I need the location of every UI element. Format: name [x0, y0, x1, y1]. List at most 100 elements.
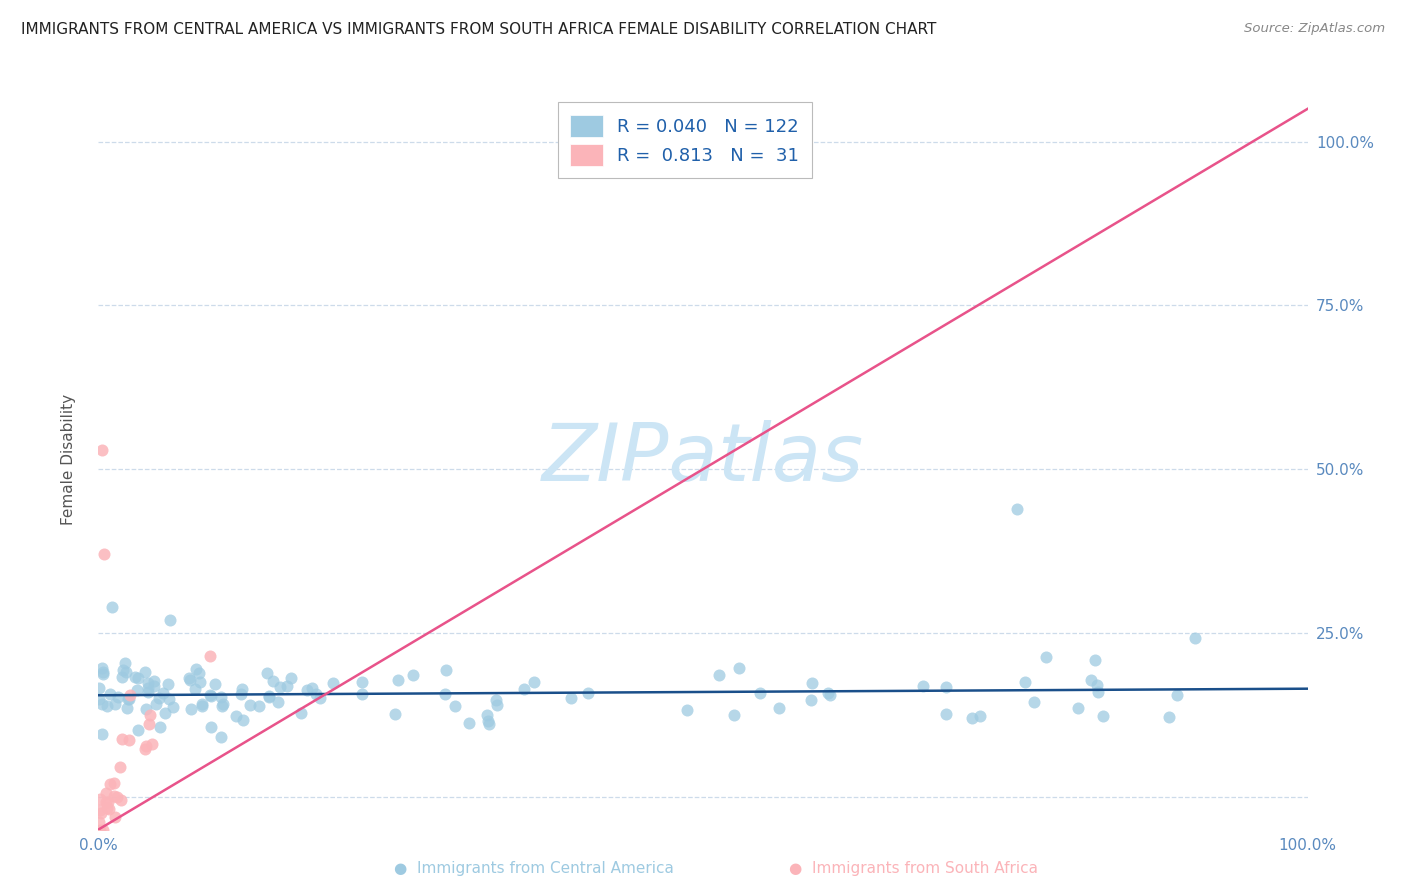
Text: Source: ZipAtlas.com: Source: ZipAtlas.com — [1244, 22, 1385, 36]
Point — [434, 663, 457, 677]
Point — [89, 791, 111, 805]
Point — [560, 690, 582, 705]
Point — [475, 707, 498, 722]
Point — [138, 716, 160, 731]
Point — [120, 688, 142, 702]
Point — [225, 709, 247, 723]
Point — [387, 673, 409, 687]
Point — [301, 681, 323, 696]
Point — [1166, 688, 1188, 702]
Point — [457, 715, 479, 730]
Point — [141, 737, 163, 751]
Point — [111, 670, 134, 684]
Point — [1007, 501, 1029, 516]
Point — [136, 675, 159, 690]
Point — [1067, 700, 1090, 714]
Point — [183, 682, 205, 697]
Point — [96, 801, 118, 815]
Point — [212, 698, 235, 712]
Point — [108, 760, 131, 774]
Point — [142, 674, 165, 689]
Point — [118, 733, 141, 747]
Point — [231, 681, 253, 696]
Point — [444, 699, 467, 714]
Point — [93, 548, 115, 562]
Point — [707, 668, 730, 682]
Point — [198, 648, 221, 663]
Point — [256, 666, 278, 681]
Point — [187, 666, 209, 681]
Point — [817, 686, 839, 700]
Point — [90, 698, 112, 712]
Point — [818, 688, 841, 702]
Point — [576, 686, 599, 700]
Point — [135, 739, 157, 753]
Point — [433, 687, 456, 701]
Point — [98, 687, 121, 701]
Point — [350, 687, 373, 701]
Point — [960, 711, 983, 725]
Point — [188, 674, 211, 689]
Point — [87, 692, 110, 706]
Point — [280, 671, 302, 685]
Point — [96, 699, 118, 714]
Point — [200, 720, 222, 734]
Point — [97, 795, 120, 809]
Point — [118, 692, 141, 706]
Point — [1087, 685, 1109, 699]
Point — [322, 675, 344, 690]
Point — [104, 697, 127, 711]
Text: IMMIGRANTS FROM CENTRAL AMERICA VS IMMIGRANTS FROM SOUTH AFRICA FEMALE DISABILIT: IMMIGRANTS FROM CENTRAL AMERICA VS IMMIG… — [21, 22, 936, 37]
Point — [1035, 650, 1057, 665]
Point — [149, 720, 172, 734]
Point — [179, 671, 201, 685]
Legend: R = 0.040   N = 122, R =  0.813   N =  31: R = 0.040 N = 122, R = 0.813 N = 31 — [558, 102, 811, 178]
Point — [239, 698, 262, 712]
Point — [259, 690, 281, 704]
Point — [191, 698, 214, 713]
Point — [111, 663, 134, 677]
Point — [229, 687, 252, 701]
Point — [1084, 653, 1107, 667]
Point — [125, 682, 148, 697]
Point — [204, 677, 226, 691]
Point — [157, 677, 180, 691]
Point — [91, 442, 114, 457]
Point — [305, 687, 328, 701]
Point — [232, 714, 254, 728]
Point — [512, 682, 534, 697]
Point — [309, 691, 332, 706]
Point — [728, 661, 751, 675]
Point — [200, 689, 222, 703]
Point — [110, 793, 132, 807]
Point — [179, 673, 201, 687]
Point — [350, 675, 373, 690]
Point — [111, 732, 134, 747]
Point — [402, 668, 425, 682]
Point — [1184, 631, 1206, 645]
Point — [1022, 695, 1045, 709]
Text: ●  Immigrants from South Africa: ● Immigrants from South Africa — [789, 861, 1039, 876]
Point — [101, 599, 124, 614]
Point — [127, 671, 149, 685]
Point — [124, 670, 146, 684]
Point — [91, 727, 114, 741]
Point — [134, 742, 156, 756]
Point — [93, 822, 115, 837]
Point — [142, 679, 165, 693]
Point — [159, 691, 181, 706]
Point — [209, 690, 232, 704]
Point — [104, 810, 127, 824]
Point — [478, 716, 501, 731]
Point — [138, 681, 160, 695]
Point — [91, 661, 114, 675]
Point — [145, 698, 167, 712]
Point — [1091, 708, 1114, 723]
Point — [969, 709, 991, 723]
Point — [276, 679, 298, 693]
Point — [748, 686, 770, 700]
Point — [114, 657, 136, 671]
Point — [135, 701, 157, 715]
Point — [768, 701, 790, 715]
Point — [180, 702, 202, 716]
